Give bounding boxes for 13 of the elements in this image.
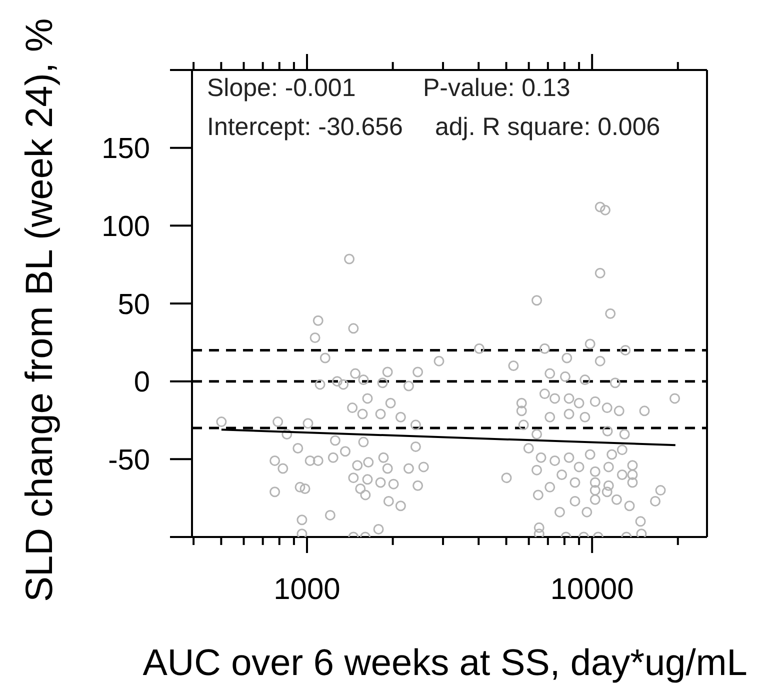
y-tick-label: 150	[102, 133, 150, 166]
x-axis-title: AUC over 6 weeks at SS, day*ug/mL	[142, 642, 748, 683]
y-tick-label: 0	[134, 366, 150, 399]
annotation: Slope: -0.001	[207, 74, 356, 102]
x-tick-label: 10000	[550, 573, 634, 606]
annotation: Intercept: -30.656	[207, 113, 403, 141]
x-tick-label: 1000	[274, 573, 340, 606]
y-axis-title: SLD change from BL (week 24), %	[19, 18, 61, 602]
annotation: adj. R square: 0.006	[435, 113, 660, 141]
annotation: P-value: 0.13	[423, 74, 570, 102]
y-tick-label: -50	[108, 444, 150, 476]
y-tick-label: 50	[118, 288, 150, 321]
y-tick-label: 100	[102, 210, 150, 243]
